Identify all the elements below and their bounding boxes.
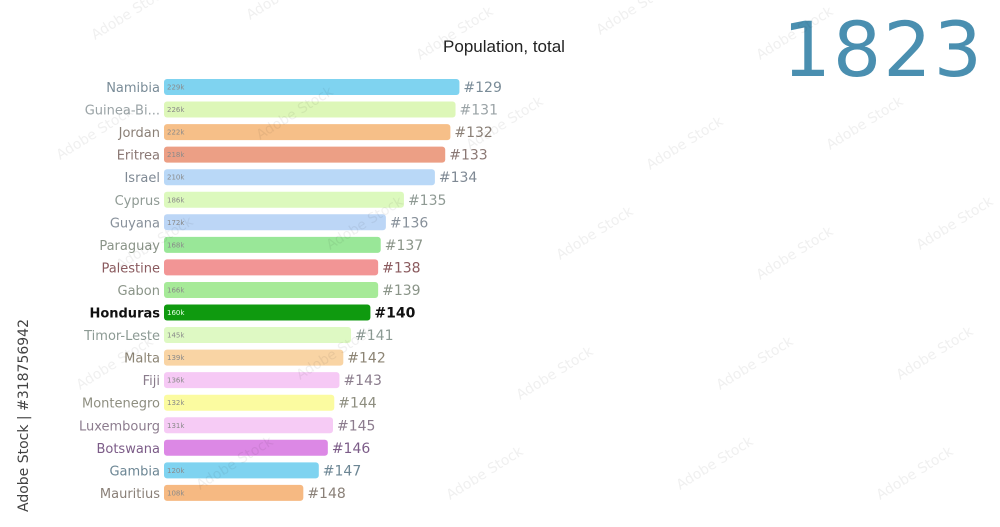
country-label: Eritrea [117,149,160,164]
country-label: Namibia [106,81,160,96]
country-label: Malta [124,352,160,367]
bar-2 [164,124,451,141]
bar-16 [164,439,328,456]
country-label: Mauritius [100,487,160,502]
watermark-tile: Adobe Stock [914,193,997,253]
value-label: 132k [167,399,185,407]
bar-3 [164,146,446,163]
rank-label: #129 [463,80,501,96]
rank-label: #135 [408,193,446,209]
value-label: 210k [167,174,185,182]
rank-label: #131 [460,103,498,119]
watermark-tile: Adobe Stock [594,0,677,38]
rank-label: #148 [307,486,345,502]
bar-10 [164,304,371,321]
country-label: Guyana [110,216,160,231]
watermark-tile: Adobe Stock [824,93,907,153]
value-label: 145k [167,332,185,340]
country-label: Israel [124,171,160,186]
rank-label: #144 [338,396,377,412]
watermark-vertical: Adobe Stock | #318756942 [16,319,32,512]
rank-label: #137 [385,238,423,254]
bar-13 [164,372,340,389]
bar-18 [164,484,304,501]
bar-11 [164,327,352,344]
bar-5 [164,191,404,208]
value-label: 120k [167,467,185,475]
country-label: Gambia [109,464,160,479]
watermark-tile: Adobe Stock [514,343,597,403]
watermark-tile: Adobe Stock [874,443,957,503]
bar-7 [164,236,381,253]
value-label: 172k [167,219,185,227]
watermark-tile: Adobe Stock [754,223,837,283]
rank-label: #136 [390,215,429,231]
value-label: 218k [167,151,185,159]
rank-label: #145 [337,418,375,434]
rank-label: #140 [374,306,415,322]
watermark-tile: Adobe Stock [894,323,977,383]
country-label: Paraguay [99,239,160,254]
watermark-tile: Adobe Stock [674,433,757,493]
bar-15 [164,417,333,434]
country-label: Guinea-Bi... [85,104,160,119]
bar-1 [164,101,456,118]
bar-8 [164,259,379,276]
rank-label: #133 [449,148,487,164]
bar-9 [164,281,379,298]
country-label: Montenegro [82,397,160,412]
value-label: 139k [167,354,185,362]
rank-label: #143 [343,373,381,389]
rank-label: #134 [439,170,478,186]
value-label: 131k [167,422,185,430]
country-label: Botswana [96,442,160,457]
rank-label: #147 [323,463,361,479]
value-label: 136k [167,377,185,385]
watermark-tile: Adobe Stock [89,0,172,43]
watermark-tile: Adobe Stock [644,113,727,173]
rank-label: #139 [382,283,420,299]
watermark-tile: Adobe Stock [244,0,327,23]
rank-label: #146 [332,441,371,457]
value-label: 222k [167,129,185,137]
bar-6 [164,214,386,231]
bar-rows: Namibia 229k #129 Guinea-Bi... 226k #131 Jorda… [79,79,502,502]
value-label: 186k [167,196,185,204]
country-label: Timor-Leste [83,329,160,344]
value-label: 226k [167,106,185,114]
bar-12 [164,349,344,366]
year-counter: 1823 [783,5,984,94]
rank-label: #138 [382,260,420,276]
value-label: 168k [167,241,185,249]
country-label: Fiji [143,374,160,389]
chart-title: Population, total [443,37,565,56]
watermark-tile: Adobe Stock [444,443,527,503]
bar-4 [164,169,435,186]
rank-label: #142 [347,351,385,367]
value-label: 229k [167,84,185,92]
country-label: Jordan [118,126,160,141]
bar-0 [164,79,460,95]
watermark-tile: Adobe Stock [714,333,797,393]
country-label: Luxembourg [79,419,160,434]
bar-14 [164,394,335,411]
value-label: 108k [167,489,185,497]
country-label: Gabon [118,284,161,299]
bar-17 [164,462,319,479]
rank-label: #132 [454,125,492,141]
value-label: 160k [167,309,185,317]
value-label: 166k [167,286,185,294]
country-label: Palestine [101,261,160,276]
country-label: Honduras [89,307,160,322]
watermark-tile: Adobe Stock [554,203,637,263]
rank-label: #141 [355,328,393,344]
country-label: Cyprus [115,194,161,209]
